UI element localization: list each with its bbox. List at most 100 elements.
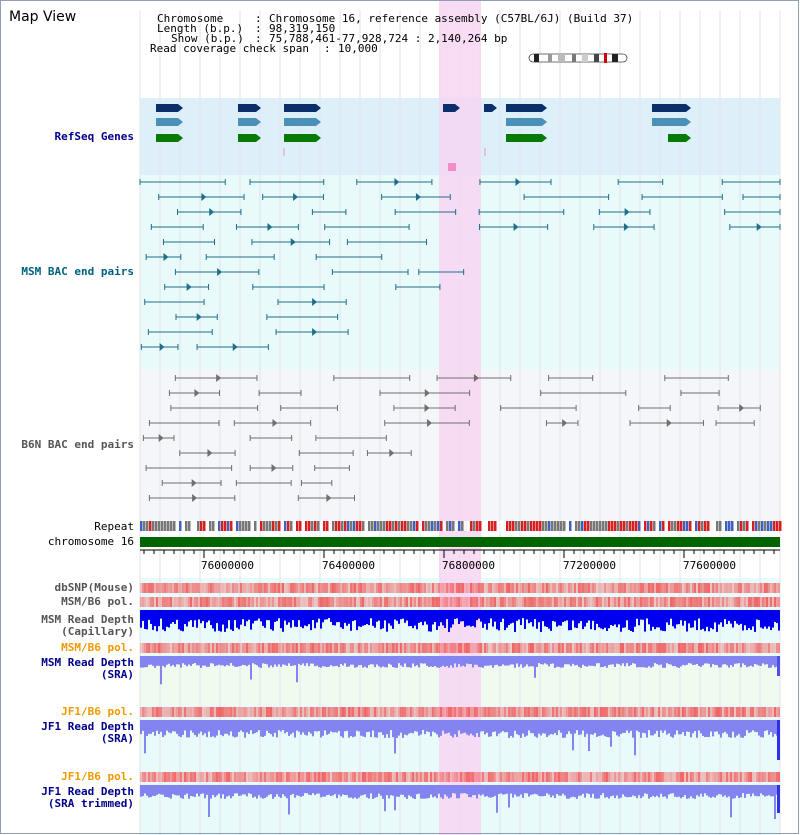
polymorphism-cell (488, 772, 490, 782)
polymorphism-cell (558, 707, 560, 717)
repeat-element (635, 521, 638, 531)
msm-sra-depth (414, 656, 416, 667)
repeat-element (710, 521, 713, 531)
polymorphism-cell (228, 643, 230, 653)
polymorphism-cell (288, 707, 290, 717)
polymorphism-cell (500, 643, 502, 653)
jf1-sra-depth (268, 720, 270, 734)
polymorphism-cell (536, 597, 538, 607)
track-label-refseq-genes[interactable]: RefSeq Genes (54, 130, 134, 143)
msm-capillary-depth (778, 610, 780, 631)
repeat-element (218, 521, 221, 531)
polymorphism-cell (632, 583, 634, 593)
polymorphism-cell (332, 597, 334, 607)
polymorphism-cell (594, 772, 596, 782)
polymorphism-cell (446, 583, 448, 593)
polymorphism-cell (342, 707, 344, 717)
polymorphism-cell (488, 643, 490, 653)
msm-capillary-depth (436, 610, 438, 630)
polymorphism-cell (182, 707, 184, 717)
polymorphism-cell (672, 772, 674, 782)
polymorphism-cell (146, 583, 148, 593)
polymorphism-cell (508, 583, 510, 593)
msm-capillary-depth (616, 610, 618, 628)
polymorphism-cell (498, 772, 500, 782)
repeat-element (338, 521, 341, 531)
track-label-msm-bac[interactable]: MSM BAC end pairs (21, 265, 134, 278)
jf1-trimmed-depth (400, 785, 402, 795)
polymorphism-cell (170, 772, 172, 782)
track-label-msm-depth-sra: MSM Read Depth (41, 656, 134, 669)
polymorphism-cell (430, 583, 432, 593)
msm-capillary-depth (744, 610, 746, 626)
chromosome-ideogram[interactable] (528, 53, 628, 63)
polymorphism-cell (564, 707, 566, 717)
polymorphism-cell (238, 597, 240, 607)
polymorphism-cell (174, 707, 176, 717)
msm-capillary-depth (244, 610, 246, 627)
msm-capillary-depth (714, 610, 716, 623)
polymorphism-cell (314, 707, 316, 717)
msm-sra-depth (466, 656, 468, 664)
polymorphism-cell (202, 707, 204, 717)
msm-sra-depth (158, 656, 160, 666)
repeat-element (170, 521, 173, 531)
polymorphism-cell (292, 707, 294, 717)
msm-capillary-depth (350, 610, 352, 631)
jf1-sra-depth (770, 720, 772, 733)
polymorphism-cell (574, 643, 576, 653)
msm-capillary-depth (430, 610, 432, 632)
msm-capillary-depth (202, 610, 204, 621)
polymorphism-cell (556, 597, 558, 607)
repeat-element (713, 521, 716, 531)
refseq-gene (443, 104, 455, 112)
polymorphism-cell (720, 597, 722, 607)
polymorphism-cell (254, 707, 256, 717)
track-label-b6n-bac[interactable]: B6N BAC end pairs (21, 438, 134, 451)
polymorphism-cell (456, 583, 458, 593)
polymorphism-cell (336, 707, 338, 717)
msm-capillary-depth (532, 610, 534, 627)
polymorphism-cell (712, 597, 714, 607)
jf1-trimmed-depth (540, 785, 542, 797)
jf1-trimmed-depth (336, 785, 338, 799)
polymorphism-cell (614, 707, 616, 717)
gene-arrow-icon (256, 104, 261, 112)
polymorphism-cell (778, 643, 780, 653)
polymorphism-cell (482, 643, 484, 653)
polymorphism-cell (374, 583, 376, 593)
polymorphism-cell (282, 583, 284, 593)
msm-capillary-depth (416, 610, 418, 630)
polymorphism-cell (528, 597, 530, 607)
polymorphism-cell (378, 707, 380, 717)
polymorphism-cell (758, 707, 760, 717)
polymorphism-cell (234, 583, 236, 593)
msm-sra-depth (228, 656, 230, 666)
polymorphism-cell (482, 707, 484, 717)
polymorphism-cell (354, 583, 356, 593)
gene-arrow-icon (455, 104, 460, 112)
msm-sra-depth (532, 656, 534, 667)
jf1-sra-depth (478, 720, 480, 738)
polymorphism-cell (530, 597, 532, 607)
polymorphism-cell (768, 583, 770, 593)
jf1-sra-depth (598, 720, 600, 736)
polymorphism-cell (190, 583, 192, 593)
jf1-sra-depth (650, 720, 652, 736)
msm-sra-depth (654, 656, 656, 664)
polymorphism-cell (576, 707, 578, 717)
repeat-element (557, 521, 560, 531)
msm-capillary-depth (684, 610, 686, 621)
jf1-trimmed-depth (490, 785, 492, 798)
jf1-sra-depth (278, 720, 280, 731)
repeat-element (230, 521, 233, 531)
polymorphism-cell (148, 643, 150, 653)
repeat-element (191, 521, 194, 531)
repeat-element (341, 521, 344, 531)
polymorphism-cell (564, 643, 566, 653)
msm-capillary-depth (710, 610, 712, 629)
jf1-sra-depth (220, 720, 222, 735)
polymorphism-cell (770, 583, 772, 593)
